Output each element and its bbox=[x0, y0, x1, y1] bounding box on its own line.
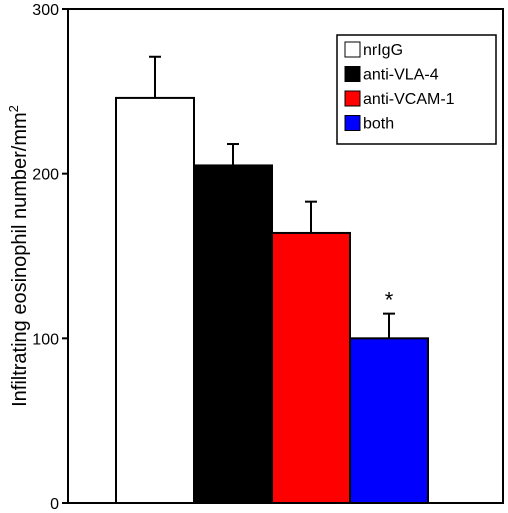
legend-label: anti-VCAM-1 bbox=[363, 91, 455, 108]
y-tick-label: 100 bbox=[32, 331, 59, 348]
legend-label: anti-VLA-4 bbox=[363, 67, 439, 84]
legend-swatch bbox=[344, 66, 361, 82]
bar bbox=[271, 231, 351, 505]
bar bbox=[115, 96, 195, 504]
y-axis-label: Infiltrating eosinophil number/mm2 bbox=[6, 105, 31, 407]
legend-label: nrIgG bbox=[363, 42, 403, 59]
legend-box bbox=[336, 34, 497, 145]
legend-label: both bbox=[363, 116, 394, 133]
bar bbox=[193, 164, 273, 505]
significance-marker: * bbox=[385, 288, 394, 313]
y-tick-label: 300 bbox=[32, 2, 59, 19]
y-tick-label: 0 bbox=[50, 496, 59, 513]
plot-frame bbox=[67, 8, 504, 504]
legend-swatch bbox=[344, 90, 361, 107]
y-axis-label-superscript: 2 bbox=[6, 105, 21, 112]
y-axis-label-text: Infiltrating eosinophil number/mm bbox=[9, 112, 31, 407]
axes-layer: 0 100 200 300 bbox=[32, 2, 504, 513]
y-tick-label: 200 bbox=[32, 167, 59, 184]
bar bbox=[349, 337, 429, 505]
legend-swatch bbox=[344, 115, 361, 131]
legend-swatch bbox=[344, 41, 361, 58]
legend: nrIgG anti-VLA-4 anti-VCAM-1 both bbox=[336, 34, 497, 145]
